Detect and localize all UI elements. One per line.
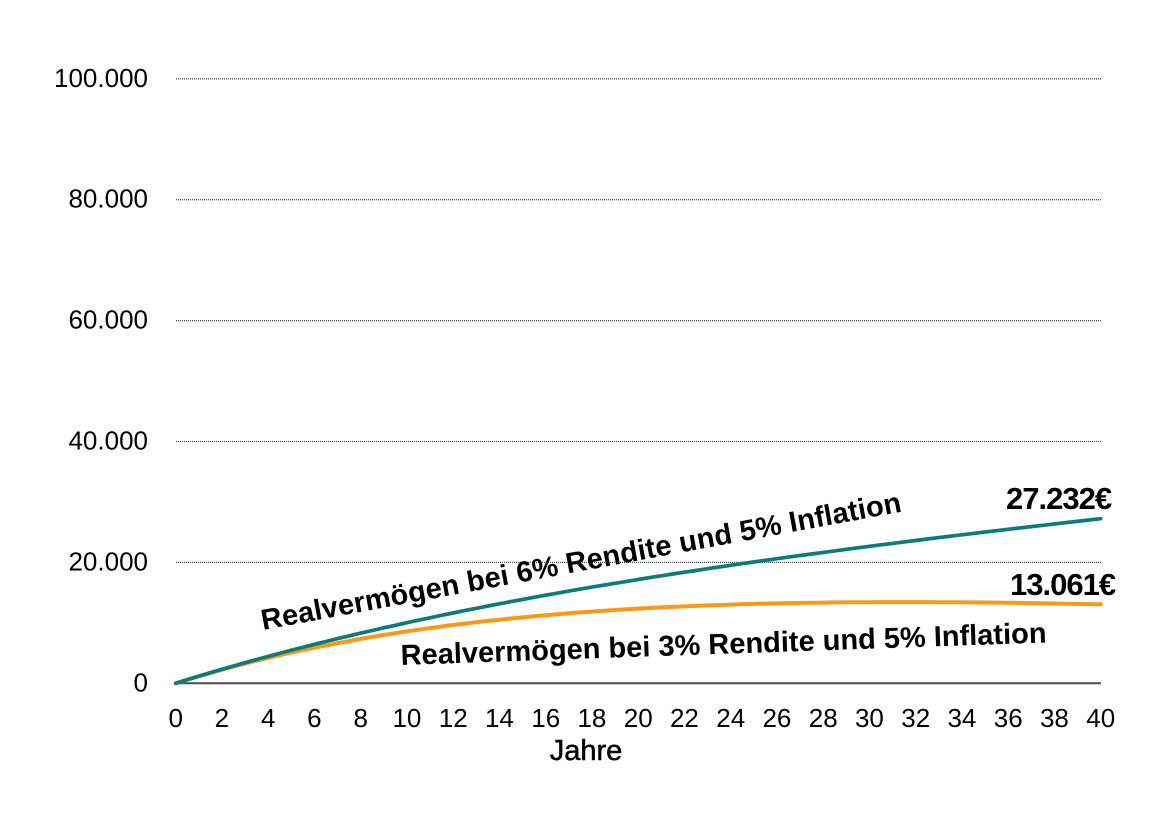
svg-text:40.000: 40.000 [68, 426, 148, 456]
svg-text:6: 6 [307, 703, 321, 733]
svg-text:18: 18 [577, 703, 606, 733]
svg-text:32: 32 [901, 703, 930, 733]
svg-text:24: 24 [716, 703, 745, 733]
svg-text:27.232€: 27.232€ [1006, 481, 1112, 516]
svg-text:36: 36 [994, 703, 1023, 733]
svg-text:40: 40 [1086, 703, 1115, 733]
svg-text:14: 14 [485, 703, 514, 733]
svg-text:10: 10 [392, 703, 421, 733]
svg-text:2: 2 [215, 703, 229, 733]
svg-text:Jahre: Jahre [550, 735, 623, 767]
svg-text:20: 20 [624, 703, 653, 733]
svg-text:13.061€: 13.061€ [1010, 567, 1116, 602]
svg-text:26: 26 [762, 703, 791, 733]
svg-text:12: 12 [439, 703, 468, 733]
svg-text:38: 38 [1040, 703, 1069, 733]
svg-text:100.000: 100.000 [54, 63, 148, 93]
svg-text:8: 8 [353, 703, 367, 733]
svg-text:60.000: 60.000 [68, 305, 148, 335]
svg-text:80.000: 80.000 [68, 184, 148, 214]
svg-text:20.000: 20.000 [68, 546, 148, 576]
svg-text:34: 34 [947, 703, 976, 733]
svg-text:16: 16 [531, 703, 560, 733]
svg-text:30: 30 [855, 703, 884, 733]
svg-text:22: 22 [670, 703, 699, 733]
svg-text:4: 4 [261, 703, 275, 733]
svg-text:0: 0 [134, 667, 148, 697]
svg-text:28: 28 [809, 703, 838, 733]
svg-text:0: 0 [168, 703, 182, 733]
